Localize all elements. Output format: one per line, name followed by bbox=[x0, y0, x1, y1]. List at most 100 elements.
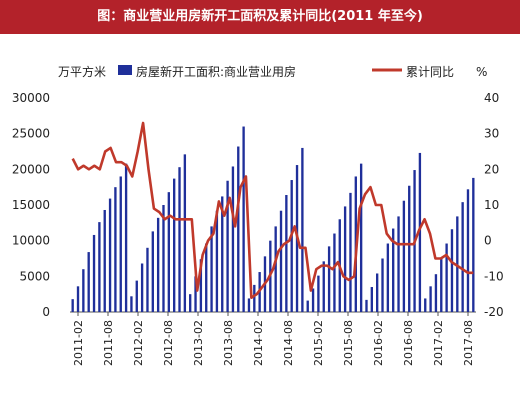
x-tick-label: 2015-08 bbox=[342, 320, 355, 366]
bar bbox=[253, 284, 256, 312]
bar bbox=[274, 226, 277, 312]
bar bbox=[279, 210, 283, 312]
bar bbox=[76, 286, 80, 312]
bar bbox=[82, 269, 85, 312]
x-tick-label: 2014-02 bbox=[252, 320, 265, 366]
bar bbox=[311, 288, 315, 312]
left-tick-label: 15000 bbox=[12, 198, 50, 212]
bar bbox=[108, 198, 112, 312]
bar bbox=[402, 200, 406, 312]
bar bbox=[381, 258, 384, 312]
bar bbox=[349, 192, 352, 312]
left-tick-label: 20000 bbox=[12, 162, 50, 176]
bar bbox=[408, 185, 411, 312]
bar bbox=[189, 294, 192, 312]
x-axis-ticks: 2011-02 2011-08 2012-02 2012-08 2013-02 2013-… bbox=[72, 312, 475, 366]
bar bbox=[221, 196, 224, 312]
bar bbox=[247, 298, 251, 312]
right-tick-label: 10 bbox=[484, 198, 499, 212]
left-tick-label: 5000 bbox=[19, 269, 50, 283]
bar bbox=[119, 176, 122, 312]
bar-series bbox=[71, 126, 475, 312]
bar bbox=[114, 187, 117, 312]
bar bbox=[450, 229, 454, 312]
bar bbox=[301, 147, 304, 312]
combo-chart: 万平方米 房屋新开工面积:商业营业用房 累计同比 % 0 5000 10000 150… bbox=[12, 64, 504, 366]
x-tick-label: 2012-02 bbox=[132, 320, 145, 366]
bar bbox=[343, 206, 347, 312]
bar bbox=[194, 276, 197, 312]
right-tick-label: 20 bbox=[484, 162, 499, 176]
left-tick-label: 0 bbox=[42, 305, 50, 319]
x-tick-label: 2013-02 bbox=[192, 320, 205, 366]
left-tick-label: 10000 bbox=[12, 234, 50, 248]
bar bbox=[215, 210, 219, 312]
x-tick-label: 2014-08 bbox=[282, 320, 295, 366]
x-tick-label: 2016-08 bbox=[402, 320, 415, 366]
bar bbox=[322, 261, 325, 312]
right-tick-label: -10 bbox=[484, 269, 504, 283]
bar bbox=[178, 167, 181, 312]
right-tick-label: 30 bbox=[484, 127, 499, 141]
bar bbox=[124, 163, 128, 312]
bar bbox=[231, 166, 235, 312]
bar bbox=[429, 286, 432, 312]
right-tick-label: 40 bbox=[484, 91, 499, 105]
x-tick-label: 2016-02 bbox=[372, 320, 385, 366]
x-tick-label: 2011-02 bbox=[72, 320, 85, 366]
bar bbox=[445, 243, 448, 312]
x-tick-label: 2017-08 bbox=[462, 320, 475, 366]
bar bbox=[285, 195, 288, 312]
right-y-axis-ticks: -20 -10 0 10 20 30 40 bbox=[484, 91, 504, 319]
bar bbox=[466, 189, 470, 312]
left-tick-label: 30000 bbox=[12, 91, 50, 105]
bar bbox=[456, 216, 459, 312]
bar bbox=[333, 233, 336, 312]
bar bbox=[87, 252, 90, 312]
bar bbox=[135, 280, 138, 312]
bar bbox=[103, 209, 106, 312]
bar bbox=[370, 287, 373, 312]
bar bbox=[156, 217, 160, 312]
bar-legend-swatch bbox=[118, 65, 132, 75]
bar bbox=[365, 299, 368, 312]
bar bbox=[472, 177, 475, 312]
bar bbox=[130, 296, 133, 312]
chart-title: 图：商业营业用房新开工面积及累计同比(2011 年至今) bbox=[0, 0, 520, 34]
bar bbox=[98, 222, 101, 312]
bar bbox=[359, 163, 363, 312]
bar bbox=[226, 180, 229, 312]
right-tick-label: 0 bbox=[484, 234, 492, 248]
right-tick-label: -20 bbox=[484, 305, 504, 319]
bar bbox=[418, 152, 422, 312]
left-axis-unit: 万平方米 bbox=[58, 64, 106, 79]
bar bbox=[242, 126, 245, 312]
bar bbox=[151, 231, 154, 312]
bar bbox=[434, 274, 438, 312]
bar bbox=[424, 298, 427, 312]
growth-line bbox=[71, 121, 474, 300]
bar bbox=[183, 154, 187, 312]
left-y-axis-ticks: 0 5000 10000 15000 20000 25000 30000 bbox=[12, 91, 50, 319]
bar bbox=[237, 146, 240, 312]
bar-legend-label: 房屋新开工面积:商业营业用房 bbox=[136, 64, 296, 79]
x-tick-label: 2015-02 bbox=[312, 320, 325, 366]
bar bbox=[392, 228, 395, 312]
bar bbox=[71, 299, 74, 312]
bar bbox=[92, 234, 96, 312]
bar bbox=[386, 243, 390, 312]
bar bbox=[199, 259, 203, 312]
left-tick-label: 25000 bbox=[12, 127, 50, 141]
bar bbox=[397, 216, 400, 312]
bar bbox=[290, 180, 293, 312]
bar bbox=[317, 275, 320, 312]
x-tick-label: 2012-08 bbox=[162, 320, 175, 366]
x-tick-label: 2011-08 bbox=[102, 320, 115, 366]
bar bbox=[327, 246, 331, 312]
bar bbox=[461, 202, 464, 312]
bar bbox=[205, 243, 208, 312]
right-axis-unit: % bbox=[476, 65, 487, 79]
bar bbox=[306, 300, 309, 312]
x-tick-label: 2017-02 bbox=[432, 320, 445, 366]
bar bbox=[376, 273, 379, 312]
